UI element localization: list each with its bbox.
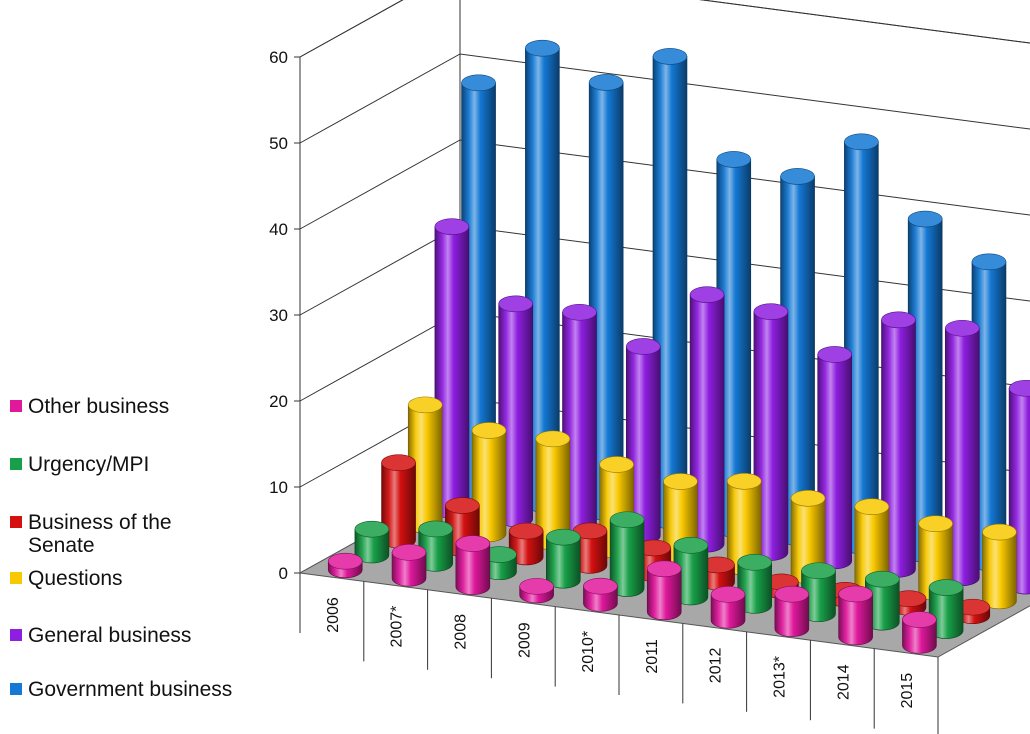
bar-urgency-mpi-2014 xyxy=(864,570,900,631)
y-axis: 0 10 20 30 40 50 60 xyxy=(269,48,300,583)
gridline xyxy=(299,0,1030,58)
bar-other-business-2014 xyxy=(838,585,873,646)
x-tick-label: 2010* xyxy=(580,631,597,673)
y-tick-label: 20 xyxy=(269,392,288,411)
bar-other-business-2010 xyxy=(583,577,618,612)
gridline xyxy=(299,139,1030,230)
legend-label-other-business: Other business xyxy=(28,395,170,418)
bar-questions-2013 xyxy=(854,498,890,593)
bar-general-business-2010 xyxy=(689,286,725,553)
bar-general-business-2014 xyxy=(944,319,980,586)
legend-swatch-general-business xyxy=(10,629,22,641)
legend-swatch-questions xyxy=(10,572,22,584)
bar-questions-2012 xyxy=(790,489,826,584)
bar-urgency-mpi-2012 xyxy=(737,554,773,614)
bar-business-of-the-senate-2011 xyxy=(700,556,735,591)
x-tick-label: 2015 xyxy=(899,673,916,709)
legend-label-questions: Questions xyxy=(28,567,123,590)
bar-questions-2015 xyxy=(982,523,1017,610)
legend-label-general-business: General business xyxy=(28,624,192,647)
bar-urgency-mpi-2008 xyxy=(482,546,517,581)
bar-business-of-the-senate-2008 xyxy=(508,522,544,566)
bar-general-business-2013 xyxy=(881,311,916,578)
x-tick-label: 2012 xyxy=(708,647,725,683)
legend-label-government-business: Government business xyxy=(28,678,233,701)
legend-label-urgency-mpi: Urgency/MPI xyxy=(28,453,150,476)
bar-government-business-2014 xyxy=(971,253,1007,572)
bars xyxy=(327,39,1030,654)
bar-other-business-2009 xyxy=(519,578,554,604)
bar-business-of-the-senate-2014 xyxy=(891,590,927,616)
y-tick-label: 30 xyxy=(269,306,288,325)
legend-swatch-business-of-the-senate xyxy=(10,516,22,528)
gridline xyxy=(299,53,1030,144)
bar-urgency-mpi-2015 xyxy=(928,579,964,639)
bar-other-business-2007 xyxy=(391,544,427,587)
legend-item-government-business: Government business xyxy=(10,678,238,701)
bar-urgency-mpi-2009 xyxy=(545,528,581,589)
bar-urgency-mpi-2011 xyxy=(673,537,709,606)
bar-business-of-the-senate-2009 xyxy=(572,522,608,574)
legend-item-questions: Questions xyxy=(10,567,238,590)
bar-urgency-mpi-2013 xyxy=(801,562,836,623)
bar-other-business-2015 xyxy=(902,611,937,654)
y-tick-label: 10 xyxy=(269,478,288,497)
y-tick-label: 60 xyxy=(269,48,288,67)
y-tick-label: 40 xyxy=(269,220,288,239)
legend-item-urgency-mpi: Urgency/MPI xyxy=(10,453,238,476)
bar-other-business-2012 xyxy=(710,586,746,629)
legend-label-business-of-the-senate: Business of the Senate xyxy=(28,511,172,557)
x-tick-label: 2014 xyxy=(835,664,852,700)
legend-item-business-of-the-senate: Business of the Senate xyxy=(10,511,238,557)
x-axis: 2006 2007* 2008 2009 2010* 2011 2012 2013* 2014 2… xyxy=(299,573,939,734)
x-tick-label: 2009 xyxy=(516,622,533,658)
legend-swatch-government-business xyxy=(10,683,22,695)
bar-other-business-2013 xyxy=(774,585,810,637)
legend-swatch-other-business xyxy=(10,400,22,412)
bar-other-business-2006 xyxy=(327,552,363,579)
bar-other-business-2011 xyxy=(646,560,682,621)
x-tick-label: 2013* xyxy=(772,656,789,698)
x-tick-label: 2007* xyxy=(389,606,406,648)
x-tick-label: 2008 xyxy=(453,614,470,650)
bar-questions-2007 xyxy=(471,422,507,542)
bar-general-business-2012 xyxy=(817,346,853,570)
bar-other-business-2008 xyxy=(455,535,491,595)
x-tick-label: 2011 xyxy=(644,639,661,674)
y-tick-label: 0 xyxy=(279,564,288,583)
y-tick-label: 50 xyxy=(269,134,288,153)
bar-urgency-mpi-2007 xyxy=(418,520,454,572)
legend-swatch-urgency-mpi xyxy=(10,458,22,470)
x-tick-label: 2006 xyxy=(325,597,342,633)
bar-urgency-mpi-2006 xyxy=(354,520,390,564)
legend-item-other-business: Other business xyxy=(10,395,238,418)
legend-item-general-business: General business xyxy=(10,624,238,647)
